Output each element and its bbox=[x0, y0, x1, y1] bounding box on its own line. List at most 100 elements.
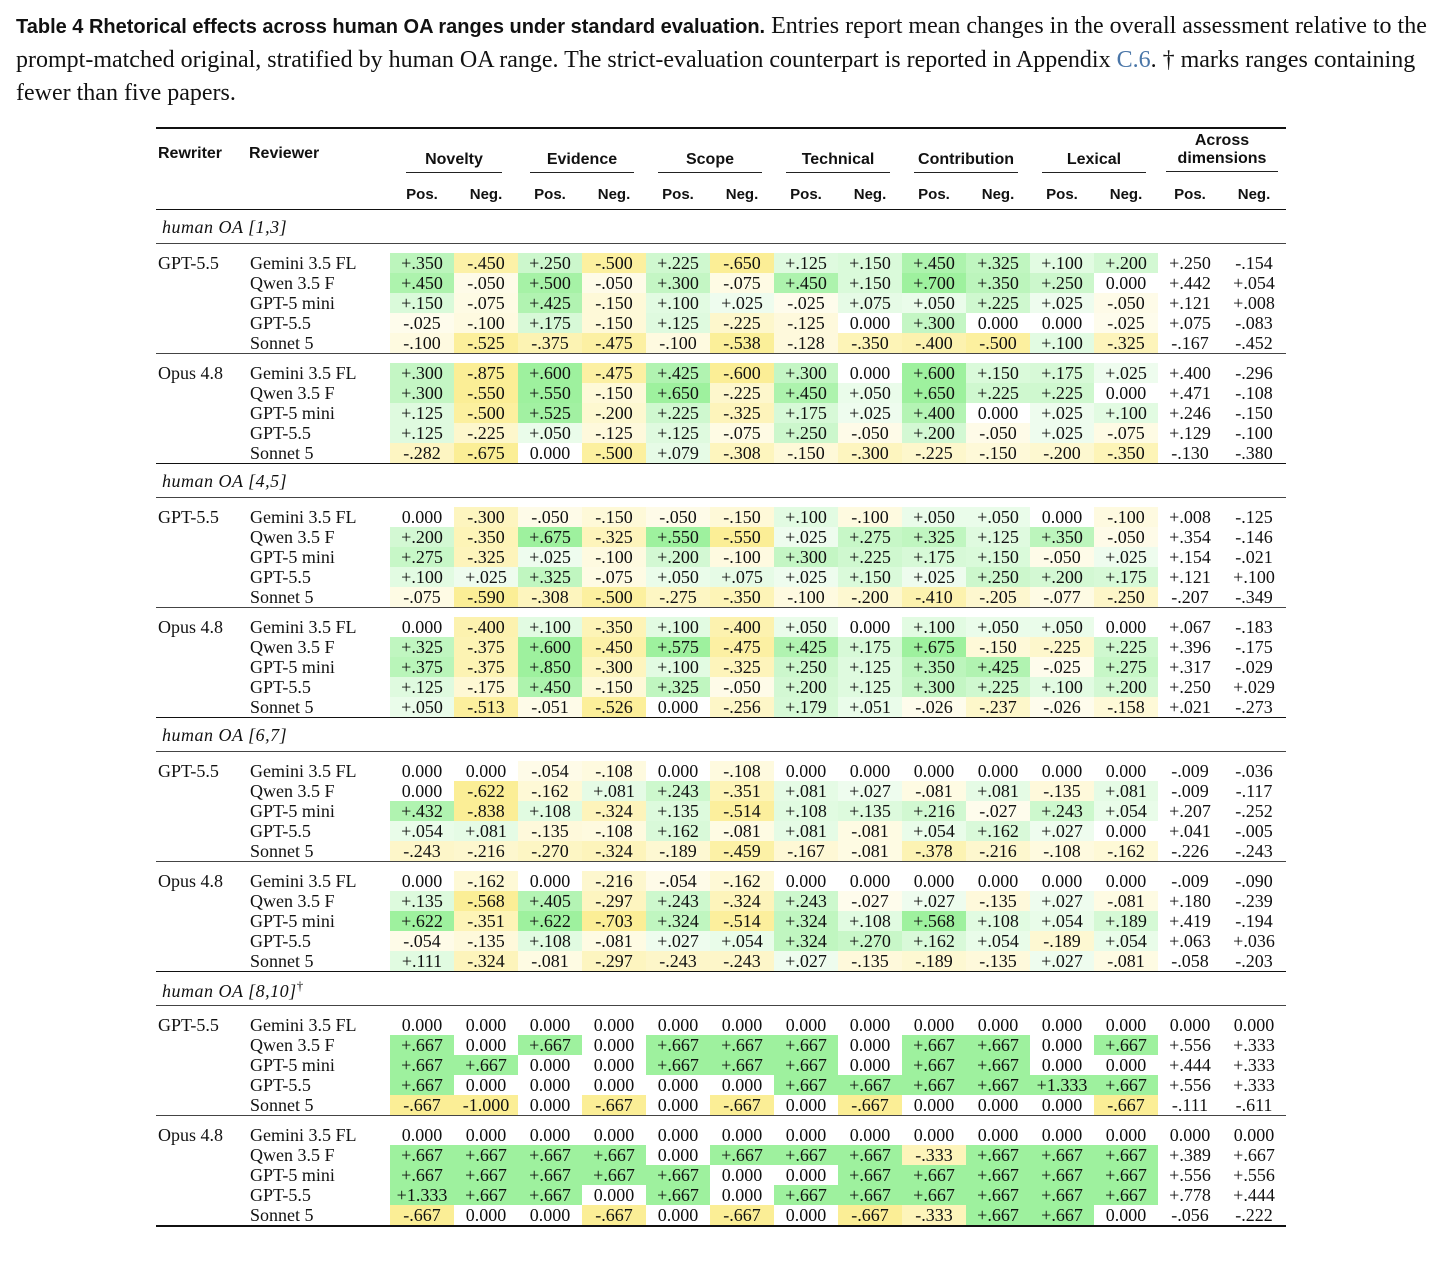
table-row: Qwen 3.5 F +.200 -.350 +.675 -.325 +.550 -.550… bbox=[156, 527, 1286, 547]
header-row-groups: Rewriter Reviewer Novelty Evidence Scope Tech… bbox=[156, 128, 1286, 179]
value-cell: -.162 bbox=[454, 871, 518, 891]
value-cell: 0.000 bbox=[785, 1095, 827, 1115]
value-cell: +.317 bbox=[1169, 657, 1211, 677]
value-cell: -.667 bbox=[710, 1095, 774, 1116]
value-cell: 0.000 bbox=[1041, 1095, 1083, 1115]
value-cell: -.222 bbox=[1222, 1205, 1286, 1227]
reviewer-cell: Qwen 3.5 F bbox=[250, 781, 335, 801]
value-cell: +.325 bbox=[902, 527, 966, 547]
value-cell: -.308 bbox=[518, 587, 582, 608]
value-cell: -.135 bbox=[454, 931, 518, 951]
value-cell: 0.000 bbox=[1094, 1205, 1158, 1227]
value-cell: -.350 bbox=[454, 527, 518, 547]
value-cell: +.300 bbox=[390, 363, 454, 383]
value-cell: 0.000 bbox=[401, 1125, 443, 1145]
table-row: Sonnet 5 -.243 -.216 -.270 -.324 -.189 -.459 -.… bbox=[156, 841, 1286, 862]
value-cell: +.667 bbox=[902, 1165, 966, 1185]
caption-text-end: . † marks ranges containing fewer than f… bbox=[16, 47, 1416, 106]
value-cell: +.225 bbox=[966, 293, 1030, 313]
value-cell: +.667 bbox=[838, 1165, 902, 1185]
appendix-link[interactable]: C.6 bbox=[1116, 47, 1151, 73]
table-row: Qwen 3.5 F 0.000 -.622 -.162 +.081 +.243 -.351… bbox=[156, 781, 1286, 801]
value-cell: -.622 bbox=[454, 781, 518, 801]
value-cell: -.050 bbox=[966, 423, 1030, 443]
value-cell: -.500 bbox=[582, 587, 646, 608]
value-cell: +.225 bbox=[838, 547, 902, 567]
table-row: Sonnet 5 -.100 -.525 -.375 -.475 -.100 -.538 -.… bbox=[156, 333, 1286, 354]
value-cell: +.667 bbox=[966, 1165, 1030, 1185]
value-cell: -.150 bbox=[582, 677, 646, 697]
value-cell: +.333 bbox=[1233, 1075, 1275, 1095]
value-cell: -.189 bbox=[902, 951, 966, 972]
value-cell: -.027 bbox=[966, 801, 1030, 821]
value-cell: +.189 bbox=[1094, 911, 1158, 931]
rewriter-cell bbox=[156, 1055, 247, 1075]
value-cell: +.121 bbox=[1169, 293, 1211, 313]
value-cell: +.667 bbox=[1030, 1165, 1094, 1185]
rewriter-cell bbox=[156, 801, 247, 821]
value-cell: +.270 bbox=[838, 931, 902, 951]
table-row: GPT-5.5 +.125 -.175 +.450 -.150 +.325 -.050 +.2… bbox=[156, 677, 1286, 697]
value-cell: +.575 bbox=[646, 637, 710, 657]
value-cell: +.025 bbox=[838, 403, 902, 423]
value-cell: 0.000 bbox=[1041, 871, 1083, 891]
table-row: GPT-5 mini +.150 -.075 +.425 -.150 +.100 +.025… bbox=[156, 293, 1286, 313]
value-cell: +.121 bbox=[1169, 567, 1211, 587]
value-cell: +.667 bbox=[518, 1145, 582, 1165]
value-cell: -.162 bbox=[710, 871, 774, 891]
value-cell: +.300 bbox=[390, 383, 454, 403]
value-cell: +.025 bbox=[454, 567, 518, 587]
value-cell: +.179 bbox=[774, 697, 838, 718]
table-row: Qwen 3.5 F +.667 +.667 +.667 +.667 0.000 +.667… bbox=[156, 1145, 1286, 1165]
value-cell: +.025 bbox=[774, 567, 838, 587]
reviewer-cell: Gemini 3.5 FL bbox=[250, 871, 357, 891]
neg-header: Neg. bbox=[710, 179, 774, 210]
value-cell: -.100 bbox=[838, 507, 902, 527]
value-cell: +.100 bbox=[1233, 567, 1275, 587]
value-cell: 0.000 bbox=[1041, 507, 1083, 527]
results-table-container: Rewriter Reviewer Novelty Evidence Scope Tech… bbox=[156, 127, 1286, 1227]
table-row: GPT-5.5 -.054 -.135 +.108 -.081 +.027 +.054 +.3… bbox=[156, 931, 1286, 951]
value-cell: 0.000 bbox=[977, 1125, 1019, 1145]
value-cell: +.556 bbox=[1169, 1035, 1211, 1055]
value-cell: -.203 bbox=[1235, 951, 1273, 971]
value-cell: -.216 bbox=[582, 871, 646, 891]
value-cell: -.324 bbox=[454, 951, 518, 972]
value-cell: +.667 bbox=[390, 1165, 454, 1185]
reviewer-cell: GPT-5 mini bbox=[250, 657, 335, 677]
value-cell: +.081 bbox=[582, 781, 646, 801]
rewriter-cell bbox=[156, 1095, 247, 1116]
section-row: human OA [6,7] bbox=[156, 717, 1286, 752]
value-cell: -.378 bbox=[902, 841, 966, 862]
value-cell: +.150 bbox=[966, 547, 1030, 567]
value-cell: +.027 bbox=[902, 891, 966, 911]
value-cell: +.067 bbox=[1169, 617, 1211, 637]
value-cell: -.452 bbox=[1235, 333, 1273, 353]
value-cell: +.425 bbox=[774, 637, 838, 657]
value-cell: +.354 bbox=[1169, 527, 1211, 547]
table-row: GPT-5 mini +.622 -.351 +.622 -.703 +.324 -.514… bbox=[156, 911, 1286, 931]
value-cell: -.205 bbox=[966, 587, 1030, 608]
value-cell: +.450 bbox=[774, 273, 838, 293]
value-cell: +.667 bbox=[1094, 1145, 1158, 1165]
group-label: Across dimensions bbox=[1166, 132, 1278, 172]
value-cell: 0.000 bbox=[593, 1125, 635, 1145]
value-cell: -.075 bbox=[582, 567, 646, 587]
value-cell: -.225 bbox=[902, 443, 966, 464]
value-cell: 0.000 bbox=[1105, 821, 1147, 841]
value-cell: -.009 bbox=[1171, 871, 1209, 891]
value-cell: +.400 bbox=[1169, 363, 1211, 383]
value-cell: +.667 bbox=[838, 1185, 902, 1205]
value-cell: 0.000 bbox=[977, 871, 1019, 891]
reviewer-cell: GPT-5 mini bbox=[250, 911, 335, 931]
value-cell: +.100 bbox=[1030, 333, 1094, 354]
value-cell: 0.000 bbox=[913, 1015, 955, 1035]
value-cell: +.108 bbox=[838, 911, 902, 931]
value-cell: -.333 bbox=[902, 1145, 966, 1165]
value-cell: +.350 bbox=[390, 253, 454, 273]
value-cell: +.225 bbox=[1030, 383, 1094, 403]
reviewer-cell: GPT-5.5 bbox=[250, 931, 311, 951]
rewriter-cell: Opus 4.8 bbox=[158, 363, 224, 383]
value-cell: -.125 bbox=[774, 313, 838, 333]
value-cell: +.162 bbox=[646, 821, 710, 841]
